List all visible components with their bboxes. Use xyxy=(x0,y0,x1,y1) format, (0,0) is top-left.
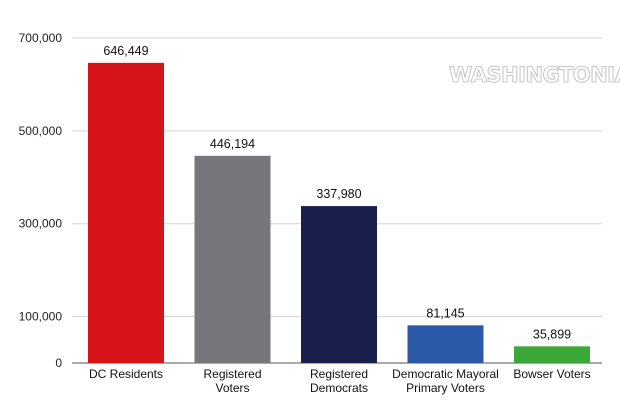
bar-value-label: 446,194 xyxy=(210,137,255,151)
x-category-label: DC Residents xyxy=(89,367,163,381)
bar-value-label: 646,449 xyxy=(103,44,148,58)
y-tick-label: 0 xyxy=(55,356,62,370)
y-tick-label: 300,000 xyxy=(19,217,63,231)
bar xyxy=(301,206,377,363)
x-category-label: Bowser Voters xyxy=(513,367,590,381)
y-tick-label: 500,000 xyxy=(19,124,63,138)
bar-value-label: 35,899 xyxy=(533,327,571,341)
x-axis-category-labels: DC Residents RegisteredVotersRegisteredDe… xyxy=(89,367,591,395)
x-category-label: Voters xyxy=(215,381,249,395)
bars xyxy=(88,62,590,363)
bar xyxy=(194,155,271,363)
bar-value-label: 81,145 xyxy=(426,306,464,320)
bar xyxy=(514,346,590,363)
y-tick-label: 700,000 xyxy=(19,31,63,45)
bar xyxy=(407,325,484,363)
x-category-label: Primary Voters xyxy=(406,381,485,395)
bar-value-label: 337,980 xyxy=(316,187,361,201)
bar-value-labels: 646,449 446,194 337,980 81,145 35,899 xyxy=(103,44,571,341)
y-tick-label: 100,000 xyxy=(19,310,63,324)
x-category-label: Registered xyxy=(203,367,261,381)
x-category-label: Democratic Mayoral xyxy=(392,367,499,381)
y-axis-tick-labels: 0 100,000 300,000 500,000 700,000 xyxy=(19,31,63,370)
x-category-label: Democrats xyxy=(310,381,368,395)
x-category-label: Registered xyxy=(310,367,368,381)
bar xyxy=(88,62,164,363)
washingtonian-logo: WASHINGTONIAN xyxy=(449,63,620,87)
